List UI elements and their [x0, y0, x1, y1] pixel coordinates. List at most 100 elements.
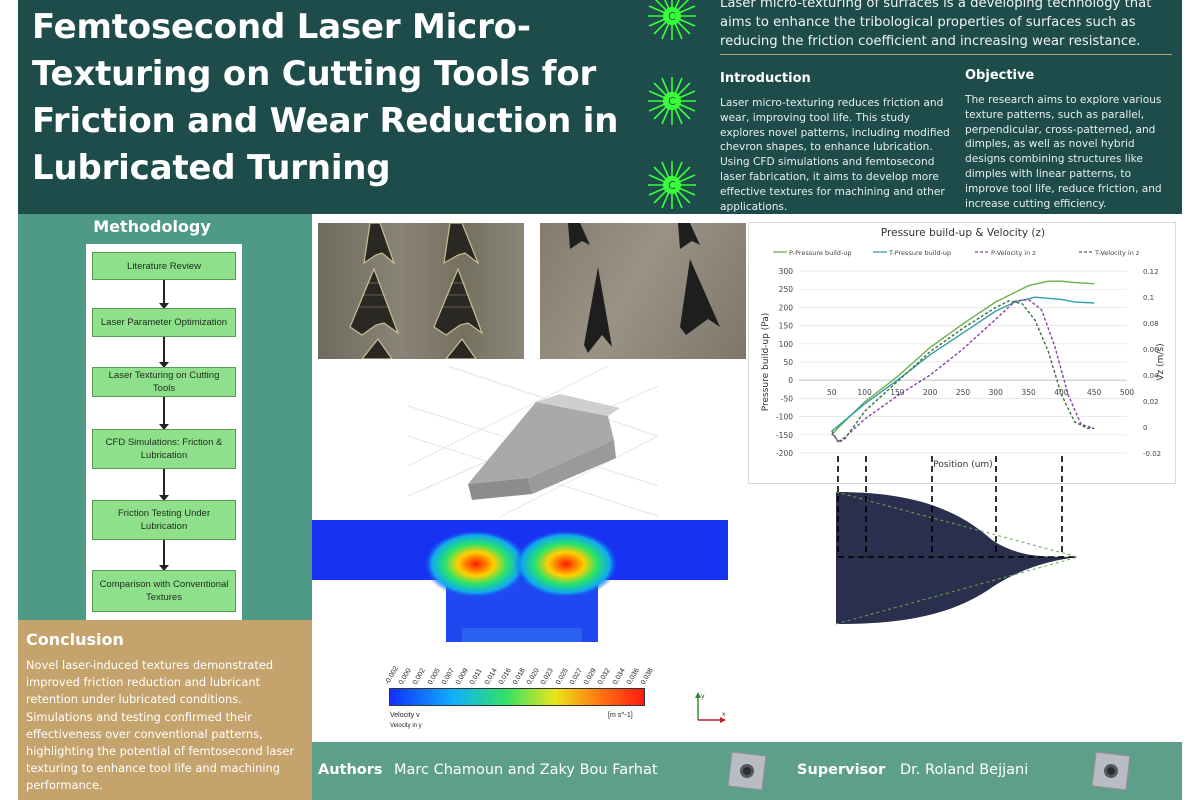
y-tick-label: 0	[788, 376, 793, 385]
legend-label: T-Pressure build-up	[888, 249, 951, 257]
y-tick-label: 50	[783, 358, 793, 367]
methodology-heading: Methodology	[93, 217, 211, 236]
textured-tool-micrograph	[318, 223, 524, 359]
chart-title: Pressure build-up & Velocity (z)	[881, 227, 1045, 239]
flow-arrow	[159, 469, 169, 501]
velocity-tick-label: 0.036	[625, 667, 641, 686]
y2-tick-label: 0.06	[1143, 346, 1159, 354]
conclusion-heading: Conclusion	[26, 630, 124, 649]
velocity-tick-label: 0.002	[412, 667, 428, 686]
x-tick-label: 300	[989, 388, 1004, 397]
y-tick-label: 300	[779, 267, 794, 276]
velocity-tick-label: 0.009	[455, 667, 470, 686]
poster-title: Femtosecond Laser Micro-Texturing on Cut…	[32, 7, 619, 188]
y2-tick-label: 0.12	[1143, 268, 1159, 276]
flow-arrow	[159, 337, 169, 368]
y2-tick-label: 0	[1143, 424, 1147, 432]
poster-header: Femtosecond Laser Micro-Texturing on Cut…	[18, 0, 1182, 214]
chart-svg: Pressure build-up & Velocity (z) P-Pressu…	[761, 227, 1166, 470]
y-tick-label: 200	[779, 303, 794, 312]
laser-burst-icon: C	[648, 0, 696, 40]
svg-text:y: y	[701, 693, 705, 700]
velocity-tick-label: 0.018	[511, 667, 527, 686]
introduction-heading: Introduction	[720, 71, 811, 86]
y-tick-label: -100	[776, 413, 793, 422]
y2-axis-label: Vz (m/s)	[1156, 343, 1166, 380]
y2-tick-label: -0.02	[1143, 450, 1161, 458]
svg-text:x: x	[722, 711, 726, 718]
legend-label: P-Velocity in z	[991, 249, 1036, 257]
chevron-profile-diagram	[832, 456, 1092, 628]
y-tick-label: 250	[779, 285, 794, 294]
header-divider	[720, 54, 1172, 55]
velocity-tick-label: -0.002	[383, 665, 400, 686]
y2-tick-label: 0.04	[1143, 372, 1159, 380]
supervisor-label: Supervisor	[797, 762, 886, 778]
velocity-scale-ticks: -0.002 0.000 0.002 0.005 0.007 0.009 0.011 0.01…	[383, 660, 655, 688]
texture-3d-model	[408, 366, 658, 518]
conclusion-panel: Conclusion Novel laser-induced textures …	[18, 620, 312, 800]
x-tick-label: 250	[956, 388, 971, 397]
x-tick-label: 350	[1021, 388, 1036, 397]
legend-label: T-Velocity in z	[1094, 249, 1140, 257]
velocity-tick-label: 0.020	[526, 667, 541, 686]
authors-label: Authors	[318, 762, 383, 778]
series-line	[831, 280, 1095, 436]
y-tick-label: -150	[776, 431, 793, 440]
authors-names: Marc Chamoun and Zaky Bou Farhat	[394, 762, 658, 778]
coordinate-axes-icon: y x	[688, 690, 728, 726]
velocity-tick-label: 0.038	[639, 667, 655, 686]
x-tick-label: 100	[857, 388, 872, 397]
legend-label: P-Pressure build-up	[789, 249, 852, 257]
svg-text:C: C	[668, 10, 676, 23]
flow-step: Laser Parameter Optimization	[92, 308, 236, 337]
poster-footer: Authors Marc Chamoun and Zaky Bou Farhat…	[312, 742, 1182, 800]
svg-text:C: C	[668, 179, 676, 192]
flow-arrow	[159, 397, 169, 430]
y-tick-label: 150	[779, 322, 794, 331]
flow-step: CFD Simulations: Friction & Lubrication	[92, 429, 236, 469]
series-line	[831, 296, 1095, 432]
pressure-velocity-chart: Pressure build-up & Velocity (z) P-Pressu…	[748, 222, 1176, 484]
velocity-color-scale: -0.002 0.000 0.002 0.005 0.007 0.009 0.011 0.01…	[383, 660, 656, 740]
cfd-velocity-contour	[312, 520, 728, 642]
chevron-texture-micrograph	[540, 223, 746, 359]
y-tick-label: -200	[776, 449, 793, 458]
velocity-tick-label: 0.011	[469, 667, 484, 686]
flow-step: Laser Texturing on Cutting Tools	[92, 367, 236, 397]
x-tick-label: 150	[890, 388, 905, 397]
cutting-insert-icon	[724, 748, 770, 794]
x-tick-label: 400	[1054, 388, 1069, 397]
intro-paragraph: Laser micro-texturing of surfaces is a d…	[720, 0, 1152, 49]
laser-burst-icon: C	[648, 77, 696, 125]
x-axis-label: Position (um)	[933, 460, 992, 470]
flow-arrow	[159, 540, 169, 571]
velocity-unit: [m s^-1]	[608, 712, 633, 719]
laser-burst-icon: C	[648, 161, 696, 209]
velocity-tick-label: 0.005	[426, 667, 442, 686]
flow-step: Literature Review	[92, 252, 236, 280]
y-tick-label: 100	[779, 340, 794, 349]
series-line	[831, 298, 1095, 443]
cutting-insert-icon	[1088, 748, 1134, 794]
x-tick-label: 50	[827, 388, 837, 397]
y-axis-label: Pressure build-up (Pa)	[761, 313, 771, 412]
y2-tick-label: 0.1	[1143, 294, 1154, 302]
methodology-flowchart: Literature Review Laser Parameter Optimi…	[86, 244, 242, 620]
y2-tick-label: 0.02	[1143, 398, 1159, 406]
velocity-tick-label: 0.029	[583, 667, 598, 686]
velocity-tick-label: 0.032	[597, 667, 613, 686]
objective-text: The research aims to explore various tex…	[965, 94, 1162, 210]
velocity-tick-label: 0.016	[497, 667, 513, 686]
velocity-tick-label: 0.007	[440, 667, 456, 686]
velocity-tick-label: 0.034	[611, 667, 627, 686]
objective-heading: Objective	[965, 68, 1035, 83]
velocity-tick-label: 0.027	[568, 667, 584, 686]
velocity-gradient-bar	[389, 688, 645, 706]
x-tick-label: 200	[923, 388, 938, 397]
flow-step: Friction Testing Under Lubrication	[92, 500, 236, 540]
velocity-tick-label: 0.014	[483, 667, 499, 686]
methodology-panel: Methodology Literature Review Laser Para…	[18, 214, 312, 620]
y2-tick-label: 0.08	[1143, 320, 1159, 328]
supervisor-name: Dr. Roland Bejjani	[900, 762, 1029, 778]
